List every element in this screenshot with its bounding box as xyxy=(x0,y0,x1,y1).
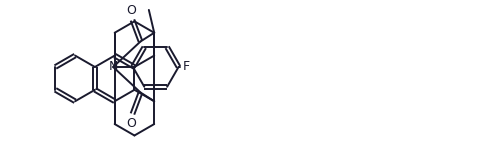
Text: N: N xyxy=(108,60,118,73)
Text: O: O xyxy=(126,117,136,130)
Text: F: F xyxy=(183,60,190,73)
Text: O: O xyxy=(126,4,136,17)
